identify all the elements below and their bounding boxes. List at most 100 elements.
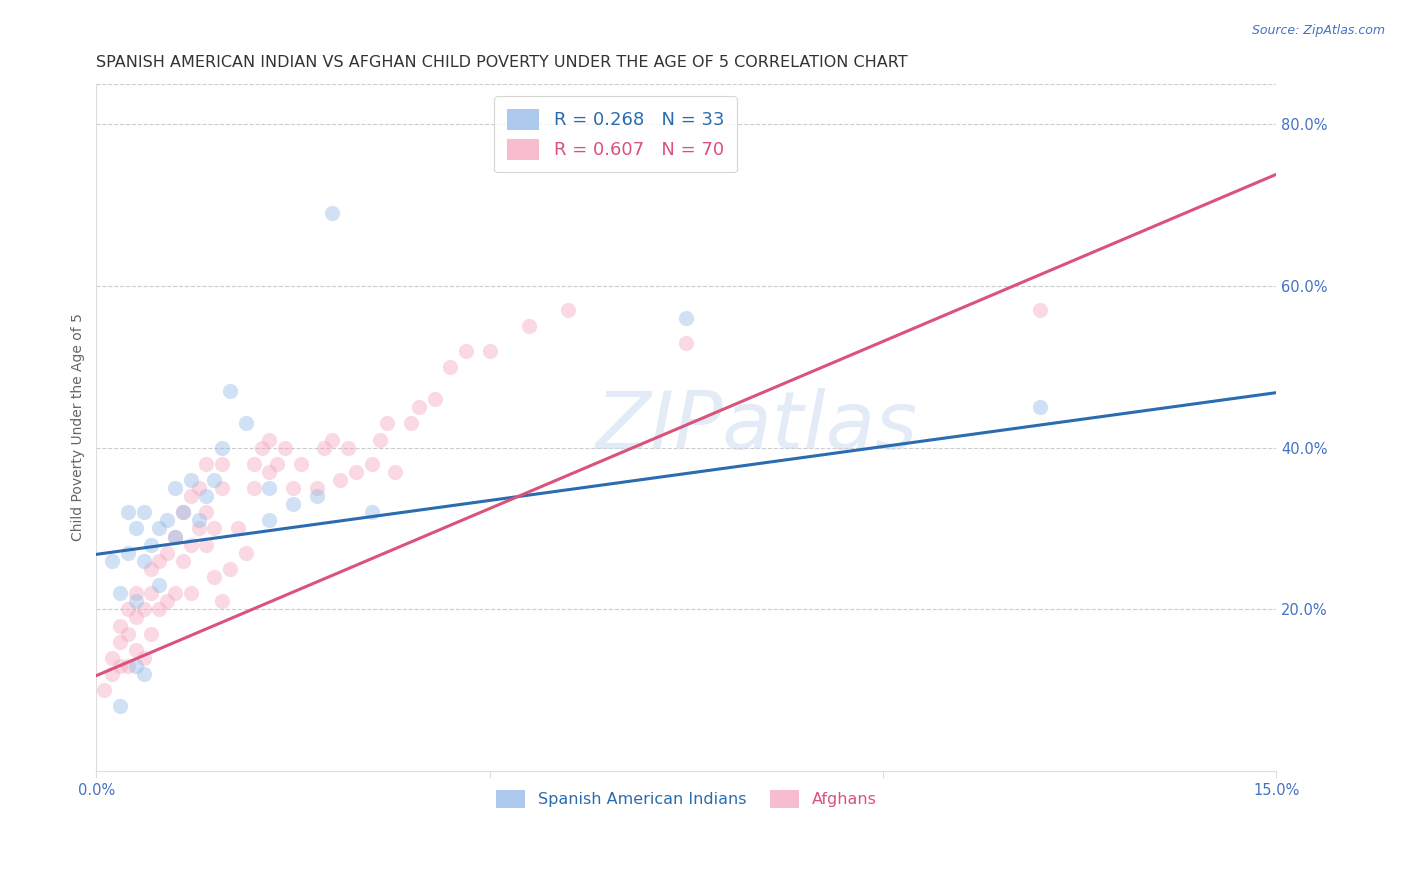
Point xyxy=(172,505,194,519)
Point xyxy=(108,586,131,600)
Point xyxy=(108,699,131,714)
Point xyxy=(675,335,697,350)
Y-axis label: Child Poverty Under the Age of 5: Child Poverty Under the Age of 5 xyxy=(72,313,86,541)
Point xyxy=(439,359,461,374)
Point xyxy=(117,602,139,616)
Point xyxy=(250,441,273,455)
Point xyxy=(125,594,148,608)
Point xyxy=(195,505,218,519)
Point xyxy=(141,626,163,640)
Point xyxy=(454,343,477,358)
Point xyxy=(125,610,148,624)
Point xyxy=(141,538,163,552)
Point xyxy=(172,554,194,568)
Point xyxy=(399,417,422,431)
Point xyxy=(163,530,186,544)
Legend: Spanish American Indians, Afghans: Spanish American Indians, Afghans xyxy=(489,783,883,814)
Point xyxy=(360,457,382,471)
Point xyxy=(180,538,202,552)
Point xyxy=(101,554,124,568)
Point xyxy=(117,659,139,673)
Point xyxy=(423,392,446,406)
Point xyxy=(156,546,179,560)
Point xyxy=(195,489,218,503)
Point xyxy=(156,513,179,527)
Point xyxy=(321,433,343,447)
Point xyxy=(108,659,131,673)
Point xyxy=(478,343,501,358)
Point xyxy=(132,650,155,665)
Point xyxy=(148,554,170,568)
Point xyxy=(259,513,281,527)
Point xyxy=(281,497,304,511)
Text: Source: ZipAtlas.com: Source: ZipAtlas.com xyxy=(1251,24,1385,37)
Point xyxy=(337,441,360,455)
Point xyxy=(187,481,209,495)
Point xyxy=(93,683,115,698)
Point xyxy=(1029,303,1052,318)
Point xyxy=(259,481,281,495)
Point xyxy=(125,521,148,535)
Point xyxy=(266,457,288,471)
Point xyxy=(163,481,186,495)
Point xyxy=(117,626,139,640)
Point xyxy=(360,505,382,519)
Text: ZIPatlas: ZIPatlas xyxy=(596,388,918,467)
Point xyxy=(219,562,242,576)
Point xyxy=(368,433,391,447)
Point xyxy=(172,505,194,519)
Point xyxy=(180,586,202,600)
Point xyxy=(281,481,304,495)
Point xyxy=(557,303,579,318)
Point xyxy=(242,457,264,471)
Point xyxy=(117,505,139,519)
Point xyxy=(108,618,131,632)
Point xyxy=(132,505,155,519)
Point xyxy=(195,457,218,471)
Point xyxy=(305,489,328,503)
Point xyxy=(211,594,233,608)
Point xyxy=(156,594,179,608)
Point xyxy=(219,384,242,398)
Point xyxy=(132,554,155,568)
Point xyxy=(211,441,233,455)
Point xyxy=(148,602,170,616)
Point xyxy=(675,311,697,326)
Point xyxy=(314,441,336,455)
Point xyxy=(202,473,225,487)
Point xyxy=(101,650,124,665)
Point xyxy=(1029,401,1052,415)
Point xyxy=(180,489,202,503)
Point xyxy=(235,417,257,431)
Point xyxy=(148,521,170,535)
Point xyxy=(408,401,430,415)
Point xyxy=(163,530,186,544)
Point xyxy=(242,481,264,495)
Point xyxy=(321,206,343,220)
Point xyxy=(211,481,233,495)
Point xyxy=(202,521,225,535)
Point xyxy=(195,538,218,552)
Point xyxy=(132,602,155,616)
Point xyxy=(125,659,148,673)
Point xyxy=(290,457,312,471)
Point xyxy=(180,473,202,487)
Point xyxy=(148,578,170,592)
Point xyxy=(132,667,155,681)
Point xyxy=(274,441,297,455)
Point xyxy=(187,521,209,535)
Point xyxy=(517,319,540,334)
Point xyxy=(377,417,399,431)
Point xyxy=(305,481,328,495)
Point xyxy=(329,473,352,487)
Point xyxy=(202,570,225,584)
Point xyxy=(226,521,249,535)
Text: SPANISH AMERICAN INDIAN VS AFGHAN CHILD POVERTY UNDER THE AGE OF 5 CORRELATION C: SPANISH AMERICAN INDIAN VS AFGHAN CHILD … xyxy=(97,55,908,70)
Point xyxy=(125,642,148,657)
Point xyxy=(117,546,139,560)
Point xyxy=(141,562,163,576)
Point xyxy=(108,634,131,648)
Point xyxy=(235,546,257,560)
Point xyxy=(384,465,406,479)
Point xyxy=(259,433,281,447)
